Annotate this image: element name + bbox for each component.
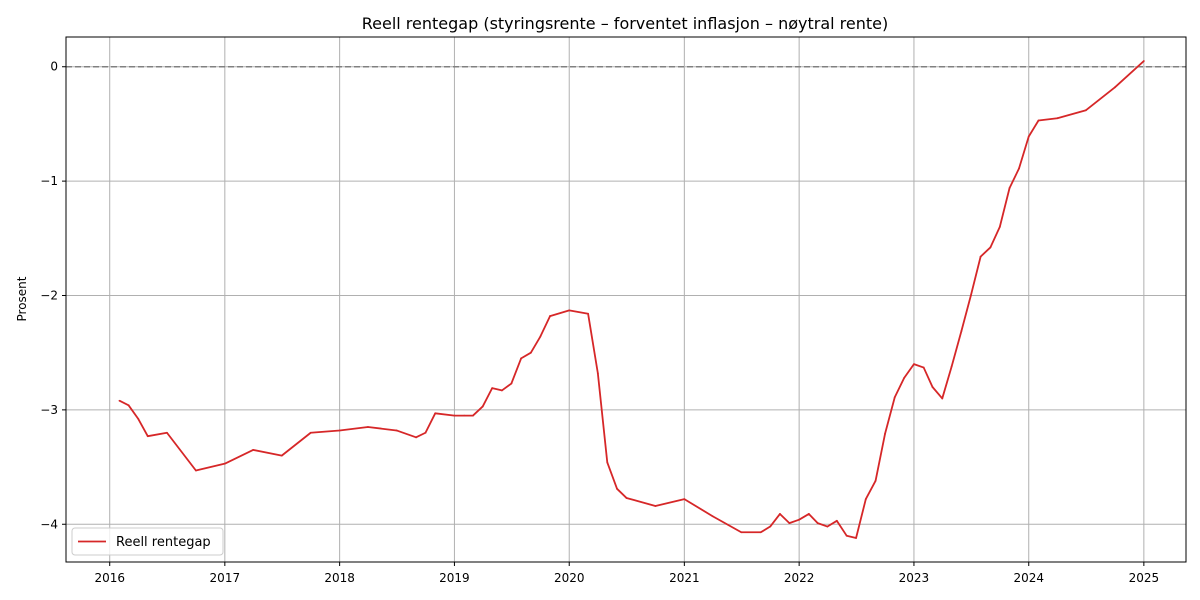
data-point	[1056, 117, 1059, 120]
grid	[66, 37, 1186, 562]
data-point	[1037, 119, 1040, 122]
data-point	[654, 505, 657, 507]
data-point	[395, 429, 398, 432]
data-point	[960, 330, 963, 332]
x-tick-label: 2022	[784, 571, 815, 585]
y-tick-label: −4	[40, 517, 58, 531]
data-point	[1018, 167, 1020, 170]
data-point	[913, 363, 915, 366]
data-point	[922, 366, 925, 369]
data-point	[616, 487, 618, 490]
y-tick-label: 0	[50, 60, 58, 74]
data-point	[434, 412, 437, 415]
data-point	[146, 435, 149, 438]
data-point	[893, 396, 896, 399]
data-point	[195, 469, 197, 472]
data-point	[969, 294, 972, 297]
plot-frame	[65, 36, 1187, 563]
data-point	[549, 315, 551, 317]
data-point	[845, 534, 848, 537]
data-point	[683, 498, 686, 500]
x-tick-label: 2021	[669, 571, 700, 585]
legend: Reell rentegap	[71, 527, 224, 556]
data-point	[510, 382, 513, 385]
data-point	[979, 255, 982, 258]
data-point	[798, 518, 801, 521]
data-point	[1027, 135, 1030, 138]
chart-title: Reell rentegap (styringsrente – forvente…	[362, 14, 889, 33]
x-tick-label: 2024	[1013, 571, 1044, 585]
data-point	[625, 497, 628, 499]
data-point	[587, 312, 589, 315]
data-point	[539, 335, 542, 338]
data-point	[950, 365, 953, 368]
data-point	[807, 513, 810, 515]
data-point	[835, 519, 838, 522]
x-tick-label: 2018	[324, 571, 355, 585]
data-point	[252, 449, 255, 451]
x-tick-label: 2023	[899, 571, 930, 585]
data-point	[367, 426, 369, 428]
series-group	[118, 60, 1145, 539]
data-point	[481, 405, 484, 408]
data-point	[711, 515, 714, 518]
data-point	[855, 537, 857, 539]
data-point	[884, 433, 886, 435]
y-axis-label: Prosent	[15, 276, 29, 321]
legend-label: Reell rentegap	[116, 535, 211, 550]
data-point	[280, 454, 283, 457]
data-point	[166, 431, 168, 434]
x-tick-label: 2017	[210, 571, 241, 585]
data-point	[463, 414, 466, 417]
data-point	[998, 225, 1001, 228]
data-point	[606, 461, 609, 464]
data-point	[740, 531, 743, 534]
data-point	[903, 376, 906, 379]
x-tick-label: 2016	[94, 571, 125, 585]
data-point	[127, 404, 130, 407]
data-point	[874, 479, 877, 482]
x-axis: 2016 2017 2018 2019 2020 2021 2022 2023 2024 2025	[94, 562, 1159, 585]
data-point	[1114, 86, 1116, 89]
data-point	[520, 357, 523, 360]
legend-box	[71, 527, 224, 556]
y-axis: 0 −1 −2 −3 −4	[40, 60, 66, 531]
data-point	[309, 431, 312, 434]
data-point	[826, 525, 829, 528]
data-point	[223, 462, 226, 465]
y-tick-label: −3	[40, 403, 58, 417]
data-point	[137, 418, 140, 420]
data-point	[816, 522, 819, 525]
data-point	[1142, 60, 1145, 62]
data-point	[864, 498, 867, 500]
data-point	[424, 431, 427, 434]
y-tick-label: −1	[40, 174, 58, 188]
data-point	[1085, 109, 1087, 112]
data-point	[769, 525, 772, 528]
x-tick-label: 2019	[439, 571, 470, 585]
y-tick-label: −2	[40, 288, 58, 302]
x-tick-label: 2025	[1129, 571, 1160, 585]
data-point	[1008, 187, 1011, 189]
x-tick-label: 2020	[554, 571, 585, 585]
data-point	[338, 429, 341, 432]
data-point	[529, 351, 532, 354]
data-point	[989, 246, 992, 249]
data-point	[491, 387, 494, 390]
data-point	[118, 399, 121, 402]
data-point	[472, 414, 474, 417]
data-point	[931, 386, 934, 388]
data-point	[568, 309, 571, 312]
data-point	[453, 414, 456, 417]
data-point	[415, 436, 417, 439]
data-point	[941, 397, 944, 400]
data-point	[501, 389, 503, 392]
data-point	[596, 372, 599, 375]
data-point	[779, 513, 781, 515]
data-point	[788, 522, 791, 525]
data-point	[759, 531, 762, 534]
